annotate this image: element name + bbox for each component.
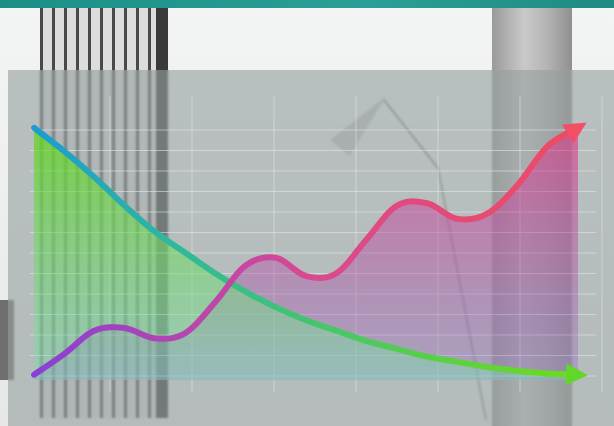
series-2-line — [31, 124, 581, 378]
series-1-line — [31, 124, 581, 378]
series-1-area — [34, 127, 578, 380]
chart-areas — [34, 127, 578, 380]
series-2-area — [34, 127, 578, 380]
series-2-arrowhead — [562, 122, 587, 144]
teal-band — [0, 0, 614, 8]
chart-lines — [31, 122, 588, 386]
series-1-arrowhead — [565, 363, 588, 386]
